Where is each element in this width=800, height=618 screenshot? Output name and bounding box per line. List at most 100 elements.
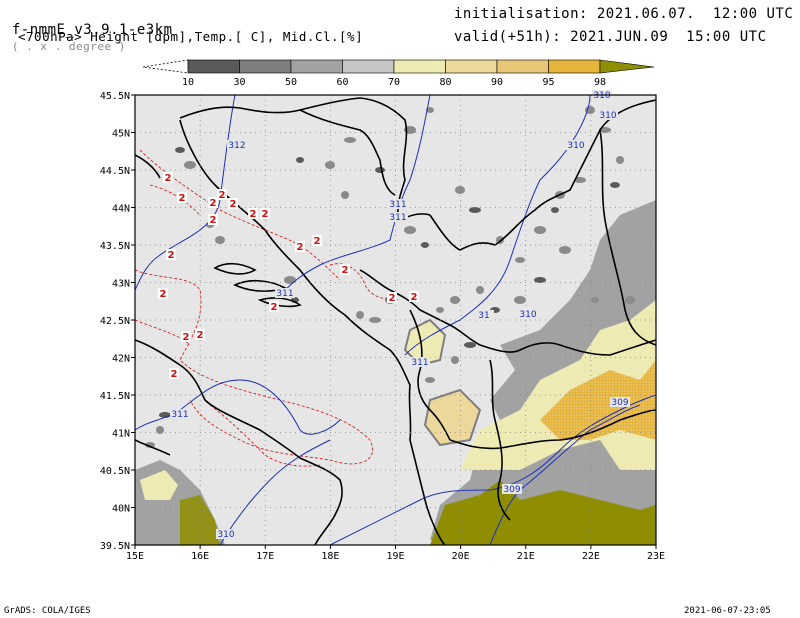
colorbar-label: 98 [594, 77, 606, 88]
albania-border [409, 309, 451, 441]
lat-tick-label: 40.5N [100, 466, 130, 477]
height-contour-311b [135, 379, 341, 435]
height-contour-label: 311 [276, 289, 293, 299]
temp-contour-label: 2 [389, 293, 396, 304]
cloud-patch-olive [430, 480, 656, 545]
height-label-bg [170, 409, 190, 419]
lat-tick-label: 40N [112, 504, 130, 515]
temp-contour-label: 2 [342, 265, 349, 276]
cloud-cell [426, 107, 434, 113]
cloud-patch-sw-light [140, 470, 178, 500]
height-label-bg [518, 309, 538, 319]
colorbar-labels: 10 30 50 60 70 80 90 95 98 [182, 77, 606, 88]
colorbar-box-2 [290, 59, 343, 74]
cloud-cell [476, 286, 484, 294]
height-contour-label: 309 [611, 398, 628, 408]
lat-tick-label: 39.5N [100, 541, 130, 552]
colorbar-label: 30 [233, 77, 245, 88]
height-label-bg [610, 397, 630, 407]
cloud-cell [341, 191, 349, 199]
cloud-cell [436, 307, 444, 313]
temp-label-bg [387, 292, 397, 303]
temp-contour-label: 2 [271, 302, 278, 313]
bosnia-border [299, 109, 396, 196]
height-contour-label: 311 [411, 358, 428, 368]
lon-tick-label: 21E [517, 551, 535, 562]
temp-contour-label: 2 [168, 250, 175, 261]
cloud-cell [145, 442, 155, 448]
temp-contour-label: 2 [171, 369, 178, 380]
temp-label-bg [208, 197, 218, 208]
lon-tick-label: 19E [386, 551, 404, 562]
lon-tick-label: 15E [126, 551, 144, 562]
height-contour-label: 311 [171, 410, 188, 420]
lat-tick-label: 41N [112, 429, 130, 440]
colorbar-boxes [187, 59, 601, 74]
cloud-cell [515, 257, 525, 263]
greece-inner [489, 359, 511, 521]
temp-contour-label: 2 [411, 292, 418, 303]
temp-label-bg [166, 249, 176, 260]
height-contour-label: 310 [217, 530, 234, 540]
cloud-cell [464, 342, 476, 348]
temp-contour-label: 2 [219, 190, 226, 201]
temp-contour-label: 2 [197, 330, 204, 341]
colorbar-label: 95 [542, 77, 554, 88]
temp-label-bg [158, 288, 168, 299]
cloud-cell [184, 161, 196, 169]
temp-label-bg [195, 329, 205, 340]
init-time: initialisation: 2021.06.07. 12:00 UTC [454, 6, 794, 22]
lon-tick-label: 18E [321, 551, 339, 562]
height-contour-label: 310 [599, 111, 616, 121]
height-contour-label: 310 [519, 310, 536, 320]
cloud-cell [156, 426, 164, 434]
height-contour-label: 312 [228, 141, 245, 151]
temp-contour-label: 2 [160, 289, 167, 300]
height-label-bg [388, 199, 408, 209]
lat-tick-label: 45.5N [100, 91, 130, 102]
colorbar-high-arrow [599, 59, 655, 74]
cloud-patch-greece-n [423, 388, 482, 447]
cloud-cell [455, 186, 465, 194]
lat-tick-label: 44.5N [100, 166, 130, 177]
cloud-cell [450, 296, 460, 304]
height-contour-label: 311 [389, 200, 406, 210]
cloud-cell [284, 276, 296, 284]
colorbar-box-6 [496, 59, 549, 74]
serbia-border [429, 99, 656, 251]
colorbar-box-7 [548, 59, 601, 74]
cloud-cell [404, 226, 416, 234]
height-label-bg [388, 212, 408, 222]
temp-label-bg [340, 264, 350, 275]
lat-tick-label: 42N [112, 354, 130, 365]
cloud-cell [514, 296, 526, 304]
model-title: f-nmmE_v3.9.1-e3km ( . x . degree ) [0, 6, 173, 54]
fields-description: <700hPa> Height [dpm],Temp.[ C], Mid.Cl.… [18, 29, 364, 44]
temp-label-bg [181, 331, 191, 342]
height-contour-label: 309 [503, 485, 520, 495]
cloud-cover-field [135, 106, 656, 545]
temp-label-bg [169, 368, 179, 379]
lat-tick-label: 41.5N [100, 391, 130, 402]
cloud-cell [215, 236, 225, 244]
colorbar-box-1 [239, 59, 292, 74]
colorbar-label: 10 [182, 77, 194, 88]
temp-contour-label: 2 [314, 236, 321, 247]
colorbar-label: 50 [285, 77, 297, 88]
cloud-cell [296, 157, 304, 163]
temp-contour-label: 2 [165, 173, 172, 184]
temp-contour-label: 2 [297, 242, 304, 253]
temp-contour-label: 2 [179, 193, 186, 204]
colorbar-low-arrow [142, 59, 189, 74]
colorbar: 10 30 50 60 70 80 90 95 98 [142, 59, 655, 88]
temp-contour-label: 2 [210, 215, 217, 226]
cloud-cell [625, 296, 635, 304]
colorbar-label: 80 [439, 77, 451, 88]
colorbar-box-0 [187, 59, 240, 74]
lat-tick-label: 42.5N [100, 316, 130, 327]
lon-tick-label: 17E [256, 551, 274, 562]
temp-label-bg [260, 208, 270, 219]
temp-contour-label: 2 [210, 198, 217, 209]
macedonia-border [479, 339, 656, 356]
temp-label-bg [312, 235, 322, 246]
